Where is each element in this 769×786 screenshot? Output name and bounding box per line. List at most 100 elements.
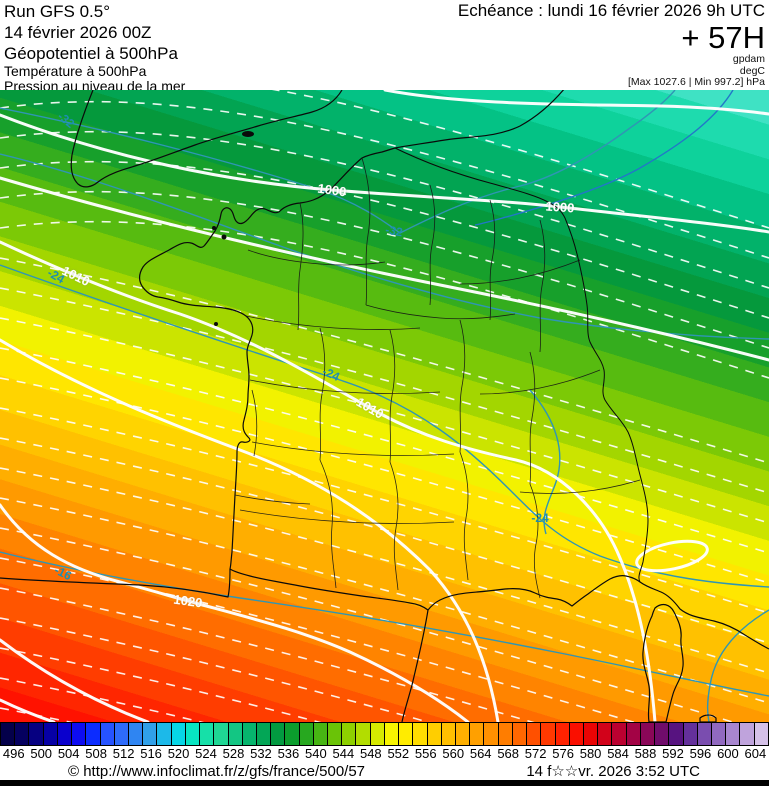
colorbar-cell	[725, 722, 740, 746]
geopotential-colorbar	[0, 722, 769, 746]
colorbar-tick-labels: 496 500 504 508 512 516 520 524 528 532 536 540 544 5…	[0, 746, 769, 762]
temperature-dashed-line	[0, 467, 769, 674]
colorbar-cell	[440, 722, 455, 746]
colorbar-tick: 504	[57, 746, 80, 761]
valid-time-block: Echéance : lundi 16 février 2026 9h UTC …	[458, 1, 765, 89]
colorbar-tick: 596	[689, 746, 712, 761]
department-border	[539, 219, 546, 353]
unit-gpdam: gpdam	[732, 53, 765, 65]
colorbar-cell	[127, 722, 143, 746]
colorbar-cell	[469, 722, 484, 746]
colorbar-tick: 536	[277, 746, 300, 761]
colorbar-cell	[696, 722, 711, 746]
temperature-dashed-contours	[0, 90, 769, 722]
temperature-dashed-line	[0, 190, 769, 349]
colorbar-tick: 524	[195, 746, 217, 761]
channel-island	[221, 234, 227, 240]
temperature-dashed-line	[0, 257, 769, 464]
isobar-line	[0, 338, 500, 722]
colorbar-cell	[270, 722, 285, 746]
colorbar-tick: 516	[140, 746, 162, 761]
isobar-line	[0, 638, 150, 722]
department-border	[365, 304, 516, 320]
department-border	[459, 319, 466, 453]
pressure-extremes: [Max 1027.6 | Min 997.2] hPa	[628, 76, 765, 88]
colorbar-tick: 604	[744, 746, 767, 761]
temperature-dashed-line	[0, 317, 769, 524]
coastline-england	[70, 90, 343, 188]
colorbar-tick: 572	[524, 746, 547, 761]
footer: © http://www.infoclimat.fr/z/gfs/france/…	[0, 762, 769, 780]
colorbar-tick: 560	[442, 746, 465, 761]
department-border	[319, 459, 337, 589]
colorbar-cell	[710, 722, 726, 746]
colorbar-tick: 600	[717, 746, 739, 761]
colorbar-cell	[327, 722, 342, 746]
colorbar-cell	[426, 722, 441, 746]
isobar-line-1000	[0, 113, 769, 234]
colorbar-cell	[611, 722, 626, 746]
colorbar-cell	[753, 722, 769, 746]
colorbar-cell	[554, 722, 569, 746]
colorbar-cell	[597, 722, 612, 746]
temperature-dashed-line	[0, 130, 769, 289]
colorbar-tick: 580	[579, 746, 602, 761]
colorbar-cell	[0, 722, 15, 746]
colorbar-tick: 544	[332, 746, 355, 761]
colorbar-cell	[341, 722, 356, 746]
temperature-dashed-line	[0, 220, 769, 379]
coastline-spain-med	[401, 609, 429, 722]
department-border	[234, 494, 311, 505]
colorbar-cell	[99, 722, 114, 746]
temperature-dashed-line	[0, 287, 769, 494]
temperature-dashed-line	[0, 347, 769, 554]
department-borders	[234, 157, 641, 599]
department-border	[249, 379, 441, 394]
colorbar-cell	[540, 722, 555, 746]
isotherm-line	[0, 90, 676, 234]
colorbar-cell	[241, 722, 256, 746]
department-border	[251, 389, 258, 457]
colorbar-cell	[312, 722, 328, 746]
department-border	[489, 199, 496, 321]
temperature-dashed-line	[0, 587, 535, 722]
temperature-dashed-line	[0, 557, 636, 722]
isotherm-line	[706, 609, 769, 722]
isobar-lines	[0, 90, 769, 722]
coastline-corsica	[642, 603, 684, 722]
colorbar-cell	[483, 722, 498, 746]
colorbar-cell	[369, 722, 384, 746]
colorbar-tick: 592	[662, 746, 684, 761]
department-border	[479, 369, 601, 395]
colorbar-tick: 584	[607, 746, 629, 761]
isotherm-line	[0, 264, 769, 588]
colorbar-tick: 588	[634, 746, 657, 761]
colorbar-tick: 568	[497, 746, 520, 761]
colorbar-cell	[582, 722, 598, 746]
colorbar-cell	[625, 722, 640, 746]
colorbar-tick: 576	[552, 746, 574, 761]
coastline-spain	[0, 568, 231, 598]
department-border	[247, 249, 386, 266]
colorbar-cell	[255, 722, 271, 746]
isotherm-line	[474, 90, 734, 226]
bottom-black-bar	[0, 780, 769, 786]
temperature-dashed-line	[0, 100, 769, 259]
colorbar-cell	[284, 722, 299, 746]
colorbar-cell	[511, 722, 527, 746]
field-title-pressure: Pression au niveau de la mer	[4, 78, 186, 94]
isotherm-line	[0, 551, 769, 697]
channel-island	[212, 226, 216, 230]
field-title-temperature: Température à 500hPa	[4, 63, 147, 79]
isobar-line	[383, 90, 769, 116]
colorbar-cell	[85, 722, 100, 746]
department-border	[459, 451, 469, 581]
run-model-title: Run GFS 0.5°	[4, 2, 111, 21]
colorbar-cell	[568, 722, 583, 746]
colorbar-cell	[184, 722, 200, 746]
run-date: 14 février 2026 00Z	[4, 23, 152, 42]
island-belle-ile	[214, 322, 218, 326]
department-border	[361, 157, 371, 306]
colorbar-cell	[398, 722, 413, 746]
